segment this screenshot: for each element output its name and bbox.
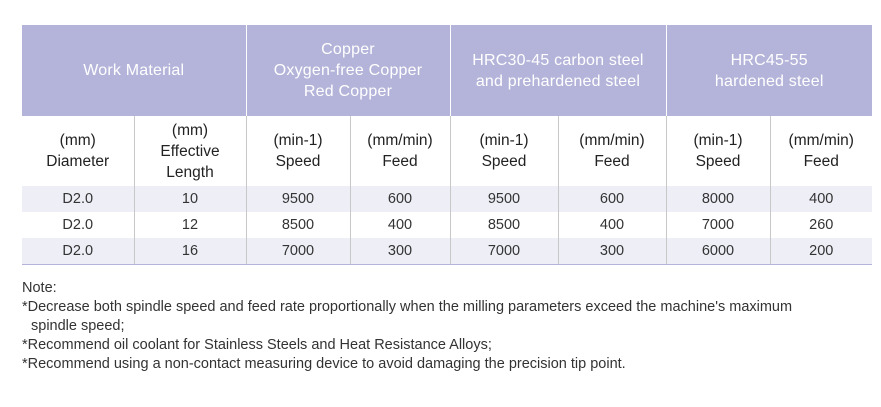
speed-label: Speed bbox=[275, 153, 321, 170]
copper-speed-cell: 7000 bbox=[246, 238, 351, 265]
feed-unit: (mm/min) bbox=[367, 132, 433, 149]
feed-label: Feed bbox=[803, 153, 839, 170]
note-line-1: *Decrease both spindle speed and feed ra… bbox=[22, 299, 793, 315]
hrc30-45-speed-cell: 7000 bbox=[450, 238, 559, 265]
table-header-row: Work Material Copper Oxygen-free Copper … bbox=[22, 25, 873, 116]
table-subheader-row: (mm) Diameter (mm) Effective Length (min… bbox=[22, 116, 872, 186]
hrc30-45-header: HRC30-45 carbon steel and prehardened st… bbox=[449, 25, 666, 116]
speed-label: Speed bbox=[481, 153, 527, 170]
speed-label: Speed bbox=[695, 153, 741, 170]
hrc45-55-feed-subheader: (mm/min) Feed bbox=[770, 116, 872, 186]
feed-unit: (mm/min) bbox=[579, 132, 645, 149]
length-label-1: Effective bbox=[160, 142, 220, 160]
hrc45-55-speed-cell: 8000 bbox=[666, 186, 771, 212]
hrc30-45-line-1: HRC30-45 carbon steel bbox=[472, 51, 644, 69]
copper-feed-cell: 300 bbox=[350, 238, 451, 265]
hrc45-55-speed-subheader: (min-1) Speed bbox=[666, 116, 771, 186]
length-cell: 16 bbox=[134, 238, 247, 265]
diameter-cell: D2.0 bbox=[22, 212, 135, 238]
hrc30-45-feed-cell: 400 bbox=[558, 212, 667, 238]
hrc30-45-speed-subheader: (min-1) Speed bbox=[450, 116, 559, 186]
note-line-2: *Recommend oil coolant for Stainless Ste… bbox=[22, 337, 492, 353]
diameter-subheader: (mm) Diameter bbox=[22, 116, 135, 186]
hrc45-55-line-1: HRC45-55 bbox=[730, 51, 808, 69]
hrc45-55-feed-cell: 260 bbox=[809, 216, 834, 233]
work-material-label: Work Material bbox=[83, 62, 185, 79]
copper-line-1: Copper bbox=[321, 41, 375, 58]
note-line-3: *Recommend using a non-contact measuring… bbox=[22, 356, 626, 372]
hrc30-45-speed-cell: 8500 bbox=[450, 212, 559, 238]
copper-line-2: Oxygen-free Copper bbox=[273, 62, 423, 79]
hrc30-45-speed-cell: 9500 bbox=[450, 186, 559, 212]
copper-line-3: Red Copper bbox=[303, 83, 393, 100]
hrc30-45-line-2: and prehardened steel bbox=[475, 72, 641, 90]
speed-unit: (min-1) bbox=[273, 132, 323, 149]
diameter-unit: (mm) bbox=[59, 132, 96, 149]
copper-feed-subheader: (mm/min) Feed bbox=[350, 116, 451, 186]
hrc45-55-feed-cell: 400 bbox=[770, 186, 873, 212]
table-row: D2.0 10 9500 600 9500 600 8000 400 bbox=[22, 186, 873, 212]
notes-section: Note: *Decrease both spindle speed and f… bbox=[22, 279, 867, 374]
feed-label: Feed bbox=[382, 153, 418, 170]
hrc45-55-line-2: hardened steel bbox=[714, 72, 824, 90]
length-label-2: Length bbox=[166, 163, 214, 181]
diameter-cell: D2.0 bbox=[22, 238, 135, 265]
hrc45-55-speed-cell: 7000 bbox=[666, 212, 771, 238]
copper-header: Copper Oxygen-free Copper Red Copper bbox=[245, 25, 450, 116]
diameter-label: Diameter bbox=[46, 153, 110, 170]
diameter-cell: D2.0 bbox=[22, 186, 135, 212]
copper-speed-cell: 9500 bbox=[246, 186, 351, 212]
copper-speed-cell: 8500 bbox=[246, 212, 351, 238]
feed-unit: (mm/min) bbox=[788, 132, 854, 149]
speed-unit: (min-1) bbox=[693, 132, 743, 149]
feed-label: Feed bbox=[594, 153, 630, 170]
table-row: D2.0 16 7000 300 7000 300 6000 200 bbox=[22, 238, 873, 265]
hrc30-45-feed-cell: 600 bbox=[558, 186, 667, 212]
speed-unit: (min-1) bbox=[479, 132, 529, 149]
hrc45-55-feed-cell: 200 bbox=[770, 238, 873, 265]
cutting-parameters-table: Work Material Copper Oxygen-free Copper … bbox=[22, 25, 873, 265]
hrc45-55-speed-cell: 6000 bbox=[666, 238, 771, 265]
table-row: D2.0 12 8500 400 8500 400 7000 260 bbox=[22, 212, 872, 238]
hrc30-45-feed-subheader: (mm/min) Feed bbox=[558, 116, 667, 186]
work-material-header: Work Material bbox=[22, 25, 246, 116]
copper-feed-cell: 600 bbox=[350, 186, 451, 212]
copper-feed-cell: 400 bbox=[350, 212, 451, 238]
notes-title: Note: bbox=[22, 280, 57, 296]
length-cell: 12 bbox=[134, 212, 247, 238]
hrc45-55-header: HRC45-55 hardened steel bbox=[665, 25, 873, 116]
length-cell: 10 bbox=[134, 186, 247, 212]
length-subheader: (mm) Effective Length bbox=[134, 116, 247, 186]
note-line-1-continued: spindle speed; bbox=[31, 318, 125, 334]
copper-speed-subheader: (min-1) Speed bbox=[246, 116, 351, 186]
length-unit: (mm) bbox=[171, 121, 209, 139]
hrc30-45-feed-cell: 300 bbox=[558, 238, 667, 265]
